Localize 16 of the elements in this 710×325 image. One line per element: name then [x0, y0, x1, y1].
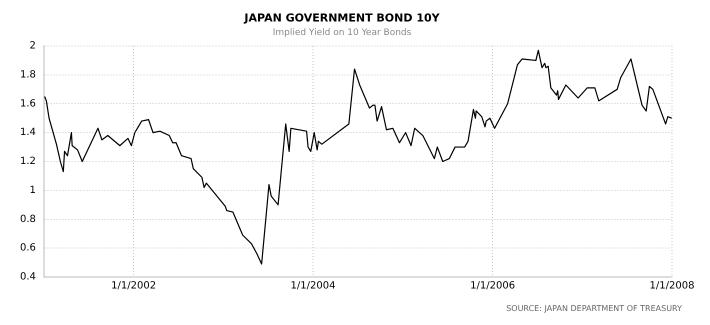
x-tick-label: 1/1/2002	[111, 280, 156, 292]
y-tick-label: 2	[30, 40, 36, 52]
y-tick-label: 1	[30, 184, 36, 196]
y-tick-label: 1.6	[20, 98, 36, 110]
y-tick-label: 1.4	[20, 127, 36, 138]
x-tick-label: 1/1/2008	[650, 280, 694, 292]
x-tick-label: 1/1/2004	[290, 280, 336, 292]
y-tick-label: 0.6	[20, 242, 36, 254]
chart-title: JAPAN GOVERNMENT BOND 10Y	[243, 11, 441, 24]
y-tick-label: 1.8	[20, 69, 36, 80]
y-tick-label: 0.4	[20, 272, 36, 283]
x-tick-label: 1/1/2006	[470, 280, 516, 292]
source-note: SOURCE: JAPAN DEPARTMENT OF TREASURY	[506, 304, 682, 314]
chart-subtitle: Implied Yield on 10 Year Bonds	[272, 28, 412, 38]
y-tick-label: 1.2	[20, 156, 36, 168]
y-tick-label: 0.8	[20, 214, 36, 225]
